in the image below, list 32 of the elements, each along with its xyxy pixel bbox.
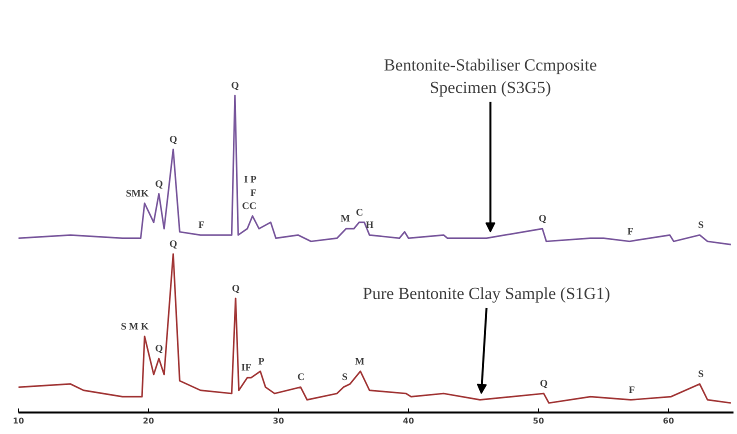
- annotation: Q: [169, 134, 178, 146]
- annotation: P: [258, 356, 264, 368]
- annotation: Q: [540, 378, 548, 390]
- annotation: F: [627, 226, 634, 238]
- annotation: Q: [169, 239, 178, 250]
- x-tick-label: 60: [662, 416, 674, 426]
- x-tick-label: 20: [142, 416, 154, 426]
- annotation: M: [340, 214, 351, 225]
- annotation: F: [628, 384, 635, 396]
- annotation: Q: [232, 283, 240, 294]
- annotation: S: [698, 220, 704, 232]
- annotation: IF: [241, 362, 252, 374]
- annotation: S: [698, 368, 704, 380]
- annotation: F: [198, 220, 204, 232]
- x-tick-label: 40: [402, 416, 414, 426]
- annotation: Pure Bentonite Clay Sample (S1G1): [362, 284, 610, 304]
- x-tick-label: 10: [12, 416, 24, 426]
- annotation: C: [297, 372, 305, 384]
- annotation: M: [354, 356, 365, 368]
- annotation: S: [342, 372, 348, 384]
- annotation: Bentonite-Stabiliser Ccmposite Specimen (S3G5): [384, 55, 597, 98]
- x-tick-label: 30: [272, 416, 284, 426]
- annotation: Q: [231, 80, 240, 92]
- annotation: SMK: [126, 188, 149, 200]
- annotation: C: [356, 207, 364, 218]
- x-tick-label: 50: [532, 416, 544, 426]
- annotation: I P F CC: [242, 174, 257, 212]
- annotation: S M K: [120, 321, 149, 332]
- annotation: Q: [155, 178, 164, 190]
- annotation: Q: [155, 344, 164, 355]
- annotation: H: [366, 220, 374, 232]
- annotation: Q: [538, 214, 547, 225]
